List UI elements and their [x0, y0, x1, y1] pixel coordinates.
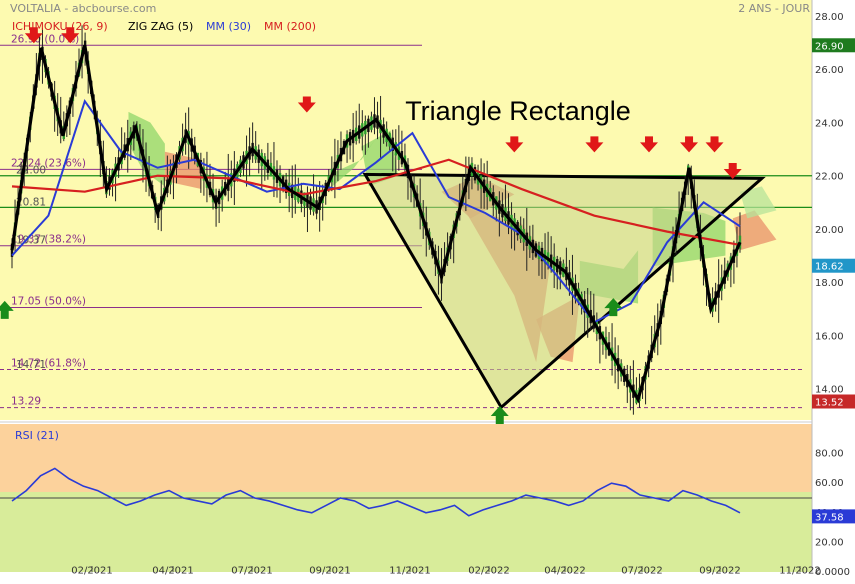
rsi-tick-label: 60.00 — [815, 478, 844, 489]
cloud-segment — [332, 138, 376, 187]
y-tick-label: 20.00 — [815, 225, 844, 236]
sell-arrow-icon — [680, 136, 699, 153]
pattern-annotation: Triangle Rectangle — [405, 96, 631, 126]
x-tick-label: 11/2022 — [779, 565, 821, 576]
moving-averages — [11, 98, 741, 324]
zigzag-path — [10, 44, 742, 404]
price-badge-label: 13.52 — [815, 397, 844, 408]
y-tick-label: 24.00 — [815, 118, 844, 129]
period-label: 2 ANS - JOUR — [738, 2, 810, 15]
stock-source-title: VOLTALIA - abcbourse.com — [10, 2, 157, 15]
y-tick-label: 26.00 — [815, 65, 844, 76]
y-tick-label: 28.00 — [815, 12, 844, 23]
axis-background — [812, 0, 855, 580]
sell-arrow-icon — [585, 136, 604, 153]
rsi-label: RSI (21) — [15, 429, 59, 442]
level-value-label: 14.71 — [16, 359, 46, 371]
y-tick-label: 16.00 — [815, 331, 844, 342]
fib-level-label: 13.29 — [11, 396, 41, 408]
x-tick-label: 07/2022 — [621, 565, 663, 576]
level-value-label: 20.81 — [16, 196, 46, 208]
x-tick-label: 04/2022 — [544, 565, 586, 576]
sell-arrow-icon — [24, 27, 43, 44]
price-badge — [812, 38, 855, 53]
ma200-line — [11, 158, 741, 247]
x-tick-label: 04/2021 — [152, 565, 194, 576]
legend-item: ZIG ZAG (5) — [128, 20, 194, 33]
legend-item: MM (200) — [264, 20, 317, 33]
sell-arrow-icon — [61, 27, 80, 44]
price-badge-label: 18.62 — [815, 262, 844, 273]
sell-arrow-icon — [705, 136, 724, 153]
sell-arrow-icon — [505, 136, 524, 153]
sell-arrow-icon — [723, 163, 742, 180]
legend-item: ICHIMOKU (26, 9) — [12, 20, 108, 33]
sell-arrow-icon — [297, 96, 316, 113]
rsi-overbought-band — [0, 424, 812, 492]
rsi-last-label: 37.58 — [815, 512, 844, 523]
price-badge — [812, 258, 855, 273]
candle-body — [738, 235, 742, 249]
rsi-last-badge — [812, 509, 855, 524]
y-axis: 28.00 26.00 24.00 22.00 20.00 18.00 16.00 14.00 — [815, 12, 844, 396]
buy-arrow-icon — [604, 298, 623, 317]
x-tick-label: 02/2022 — [468, 565, 510, 576]
x-tick-label: 09/2022 — [699, 565, 741, 576]
y-tick-label: 22.00 — [815, 172, 844, 183]
fib-level-label: 14.72 (61.8%) — [11, 358, 86, 370]
rsi-tick-label: 80.00 — [815, 449, 844, 460]
rsi-tick-label: 0.0000 — [815, 567, 850, 578]
ma30-line — [11, 98, 741, 324]
fib-level-label: 22.24 (23.6%) — [11, 157, 86, 169]
rsi-tick-label: 20.00 — [815, 537, 844, 548]
price-badge — [812, 394, 855, 409]
x-axis: 02/2021 04/2021 07/2021 09/2021 11/2021 02/20… — [71, 565, 821, 576]
rsi-line — [11, 467, 741, 517]
y-tick-label: 14.00 — [815, 385, 844, 396]
triangle-shape — [362, 172, 766, 410]
price-badge-label: 26.90 — [815, 41, 844, 52]
price-badges: 26.90 18.62 13.52 37.58 — [812, 38, 855, 524]
x-tick-label: 09/2021 — [309, 565, 351, 576]
signal-arrows — [0, 27, 742, 425]
cloud-segment — [740, 186, 777, 219]
x-tick-label: 11/2021 — [389, 565, 431, 576]
x-tick-label: 02/2021 — [71, 565, 113, 576]
buy-arrow-icon — [0, 300, 14, 319]
legend-item: MM (30) — [206, 20, 252, 33]
y-tick-label: 18.00 — [815, 278, 844, 289]
zigzag-line — [10, 44, 742, 404]
triangle-pattern — [362, 172, 766, 410]
buy-arrow-icon — [490, 406, 509, 425]
x-tick-label: 07/2021 — [231, 565, 273, 576]
level-value-label: 22.00 — [16, 165, 46, 177]
fib-level-label: 17.05 (50.0%) — [11, 296, 86, 308]
sell-arrow-icon — [640, 136, 658, 153]
cloud-segment — [732, 210, 777, 251]
